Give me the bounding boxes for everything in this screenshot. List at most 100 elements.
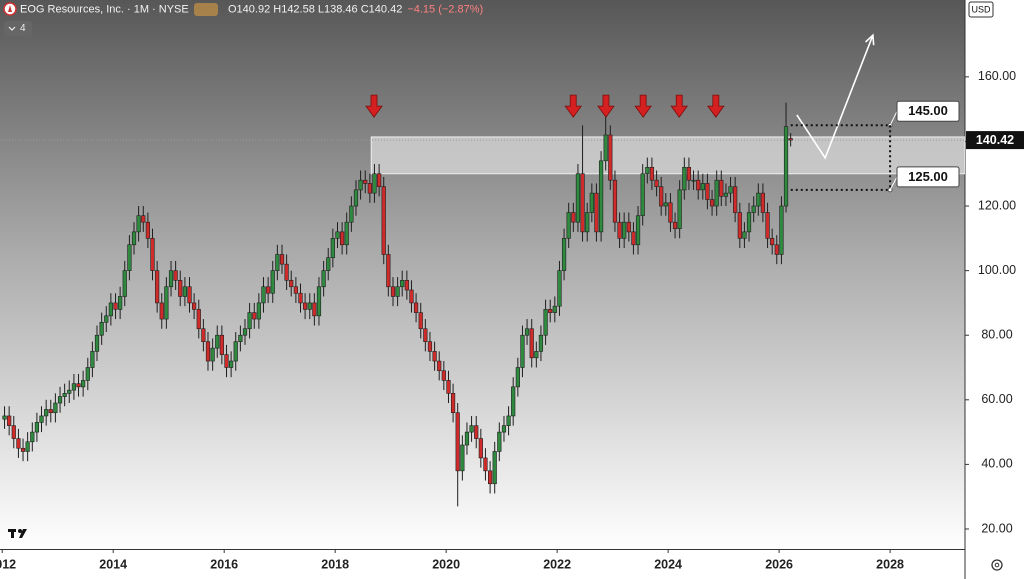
candle-body xyxy=(557,270,562,307)
candle-body xyxy=(561,238,567,271)
candle-body xyxy=(122,270,127,297)
candle-body xyxy=(594,192,599,233)
resistance-arrow xyxy=(597,94,615,118)
candle-body xyxy=(538,334,544,352)
resistance-arrow xyxy=(365,94,383,118)
candle-body xyxy=(381,186,386,255)
candle-body xyxy=(261,286,266,304)
candle-body xyxy=(709,199,715,207)
candle-body xyxy=(358,179,363,191)
candle-body xyxy=(728,186,733,194)
candle-body xyxy=(173,270,178,281)
candle-body xyxy=(293,286,298,294)
candle-body xyxy=(201,328,206,342)
candle-body xyxy=(34,422,40,433)
candle-body xyxy=(159,302,164,320)
candle-body xyxy=(409,289,414,304)
candle-body xyxy=(367,183,372,194)
candle-body xyxy=(205,341,211,362)
axes: 20.0040.0060.0080.00100.00120.00140.0016… xyxy=(0,69,1024,571)
candle-body xyxy=(742,231,747,239)
candle-body xyxy=(108,302,113,317)
candle-body xyxy=(395,286,400,297)
candle-body xyxy=(548,309,553,313)
plot-background xyxy=(0,0,965,549)
indicator-toggle[interactable] xyxy=(4,21,32,36)
currency-box[interactable] xyxy=(968,1,994,18)
candle-body xyxy=(372,173,377,194)
candle-body xyxy=(90,351,95,368)
candle-body xyxy=(136,215,141,233)
candle-body xyxy=(529,328,534,359)
candle-body xyxy=(11,425,16,439)
x-tick-label: 2024 xyxy=(654,557,682,571)
candle-body xyxy=(478,438,483,459)
candle-body xyxy=(589,192,594,213)
candle-body xyxy=(377,173,382,187)
candle-body xyxy=(474,425,479,439)
y-tick-label: 20.00 xyxy=(981,521,1012,535)
candle-body xyxy=(714,179,719,207)
ohlc-readout: O140.92 H142.58 L138.46 C140.42 xyxy=(228,3,402,15)
candle-body xyxy=(737,212,742,239)
candle-body xyxy=(756,192,761,207)
symbol-title[interactable]: EOG Resources, Inc. · 1M · NYSE xyxy=(20,3,189,15)
tradingview-logo xyxy=(8,529,27,538)
candle-body xyxy=(340,231,345,246)
level-label: 145.00 xyxy=(908,103,948,118)
candle-body xyxy=(515,367,520,388)
candle-body xyxy=(57,396,63,404)
candle-body xyxy=(524,328,530,336)
candle-body xyxy=(363,179,368,184)
level-leader xyxy=(889,111,898,126)
candle-body xyxy=(612,179,618,223)
candle-body xyxy=(302,302,308,310)
candle-body xyxy=(386,254,391,288)
candle-body xyxy=(85,367,90,381)
currency-label: USD xyxy=(971,4,991,14)
candle-body xyxy=(603,134,608,162)
candle-body xyxy=(289,280,294,288)
candle-body xyxy=(321,270,326,288)
candle-body xyxy=(783,126,789,207)
candle-body xyxy=(432,351,437,362)
candle-body xyxy=(62,393,67,397)
candle-body xyxy=(71,383,77,391)
candle-body xyxy=(622,221,627,239)
candle-body xyxy=(53,402,58,414)
candle-body xyxy=(279,254,285,265)
candle-body xyxy=(464,431,470,446)
candle-body xyxy=(635,215,641,246)
candle-body xyxy=(104,315,109,323)
candle-body xyxy=(344,221,349,246)
candle-body xyxy=(127,244,132,271)
candle-body xyxy=(275,254,280,271)
candle-body xyxy=(450,393,456,414)
candle-body xyxy=(682,166,687,191)
candle-body xyxy=(446,380,451,394)
candle-body xyxy=(760,192,765,213)
candle-body xyxy=(654,179,659,187)
candle-body xyxy=(210,347,215,362)
settings-icon[interactable] xyxy=(991,559,1003,571)
y-tick-label: 60.00 xyxy=(981,392,1012,406)
last-price-label: 140.42 xyxy=(976,133,1014,147)
candle-body xyxy=(455,412,460,472)
candle-body xyxy=(113,302,118,310)
candle-body xyxy=(330,238,335,259)
candle-body xyxy=(520,334,525,368)
candle-body xyxy=(441,370,446,381)
candle-body xyxy=(400,280,405,288)
resistance-arrow xyxy=(670,94,689,118)
candle-body xyxy=(696,179,701,191)
candle-body xyxy=(700,183,705,191)
candle-body xyxy=(645,166,650,175)
resistance-zone xyxy=(370,136,965,175)
candle-body xyxy=(705,183,710,200)
y-tick-label: 120.00 xyxy=(978,198,1016,212)
resistance-arrow xyxy=(634,94,652,118)
candle-body xyxy=(67,389,72,394)
candle-body xyxy=(492,451,497,485)
candle-body xyxy=(774,244,779,255)
x-tick-label: 2014 xyxy=(99,557,127,571)
